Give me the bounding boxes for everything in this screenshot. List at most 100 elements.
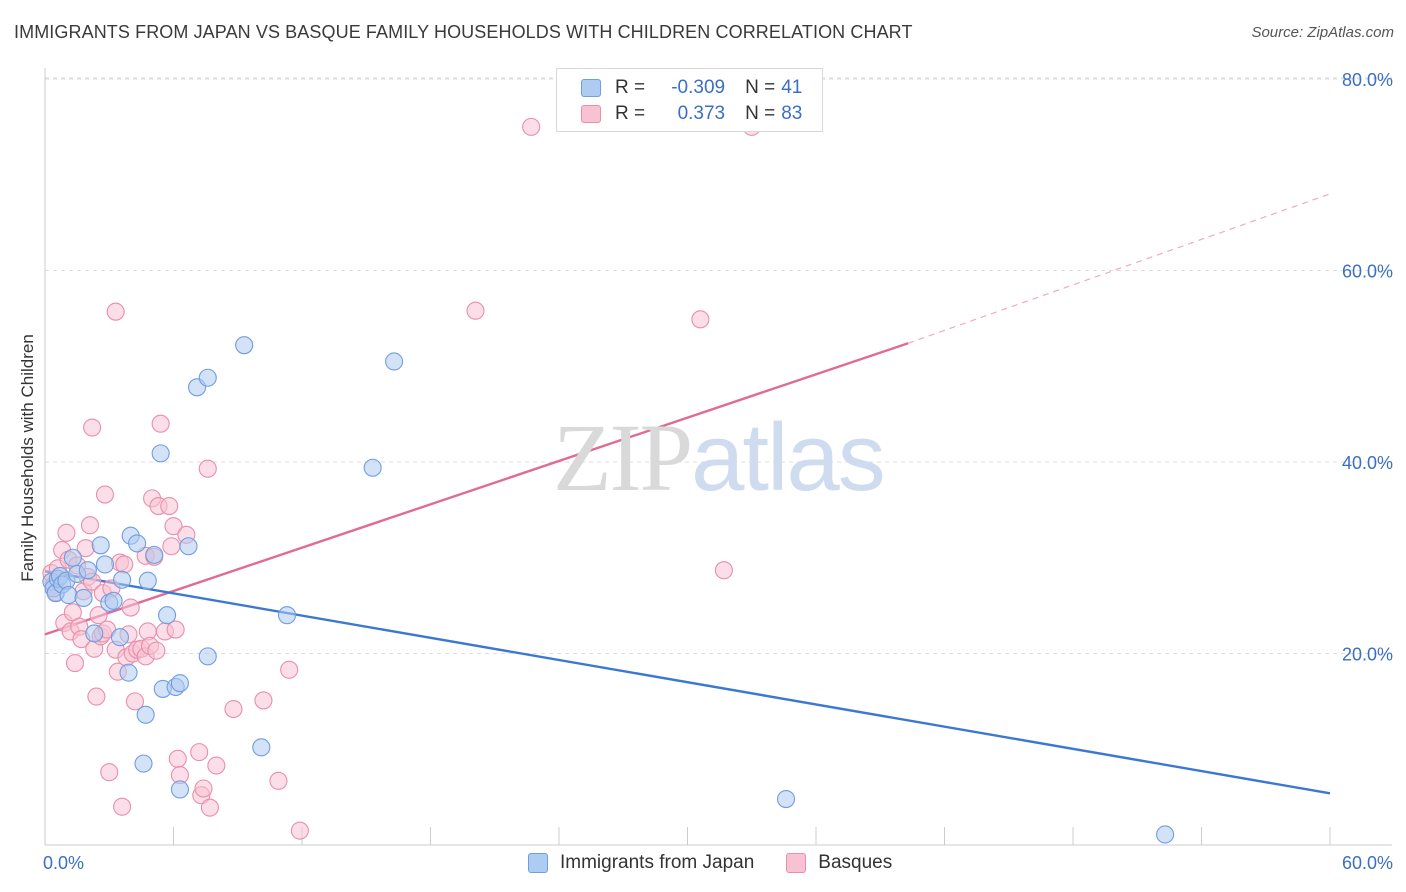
basques-point xyxy=(100,763,119,782)
basques-point xyxy=(194,779,213,798)
japan-point xyxy=(179,537,198,556)
basques-point xyxy=(714,561,733,580)
japan-point xyxy=(198,368,217,387)
x-tick-label: 60.0% xyxy=(1342,853,1393,873)
japan-point xyxy=(385,352,404,371)
basques-point xyxy=(121,598,140,617)
japan-point xyxy=(363,458,382,477)
japan-point xyxy=(776,789,796,809)
japan-point xyxy=(59,586,78,605)
basques-point xyxy=(691,310,710,329)
source-credit: Source: ZipAtlas.com xyxy=(1251,24,1394,41)
japan-point xyxy=(113,570,132,589)
japan-point xyxy=(95,555,115,574)
basques-point xyxy=(200,798,219,817)
japan-point xyxy=(158,606,177,625)
y-tick-label: 60.0% xyxy=(1342,262,1393,282)
basques-point xyxy=(166,620,185,639)
basques-point xyxy=(466,301,485,320)
japan-point xyxy=(252,738,271,757)
basques-point xyxy=(224,699,243,719)
r-value: -0.309 xyxy=(671,77,726,98)
basques-trend-extension xyxy=(907,193,1331,344)
japan-points xyxy=(42,336,1175,844)
basques-trend-line xyxy=(44,342,909,636)
trend-lines xyxy=(44,193,1331,795)
r-value: 0.373 xyxy=(677,103,726,124)
n-label: N = xyxy=(745,77,776,98)
japan-point xyxy=(1156,825,1175,844)
x-tick-label: 0.0% xyxy=(43,853,84,873)
basques-point xyxy=(113,797,132,816)
r-label: R = xyxy=(615,77,646,98)
basques-point xyxy=(87,687,106,706)
tick-labels: 20.0% 40.0% 60.0% 80.0% 0.0% 60.0% xyxy=(43,70,1393,873)
y-tick-label: 40.0% xyxy=(1342,453,1393,473)
axes xyxy=(44,68,1392,846)
basques-point xyxy=(147,641,166,660)
japan-point xyxy=(85,624,104,643)
legend-item-basques[interactable]: Basques xyxy=(786,852,892,874)
basques-point xyxy=(254,691,273,710)
basques-point xyxy=(89,606,108,625)
chart-title: IMMIGRANTS FROM JAPAN VS BASQUE FAMILY H… xyxy=(14,22,913,42)
stats-legend: R = -0.309 N = 41 R = 0.373 N = 83 xyxy=(556,68,823,132)
japan-point xyxy=(277,606,297,625)
japan-point xyxy=(119,663,138,682)
legend-item-japan[interactable]: Immigrants from Japan xyxy=(528,852,754,874)
watermark-zip: ZIP xyxy=(553,404,693,511)
japan-point xyxy=(78,561,97,580)
y-tick-label: 20.0% xyxy=(1342,645,1393,665)
r-label: R = xyxy=(615,103,646,124)
basques-point xyxy=(280,660,299,679)
basques-point xyxy=(269,771,288,790)
japan-point xyxy=(136,705,155,724)
japan-point xyxy=(91,536,110,555)
basques-point xyxy=(190,743,209,762)
basques-legend-icon xyxy=(786,853,807,873)
japan-point xyxy=(128,534,147,553)
basques-point xyxy=(57,523,76,542)
basques-point xyxy=(290,821,309,840)
basques-point xyxy=(95,485,115,504)
japan-point xyxy=(145,545,164,564)
basques-point xyxy=(160,496,179,516)
n-value: 41 xyxy=(781,77,803,98)
japan-point xyxy=(170,674,189,693)
basques-point xyxy=(80,516,100,535)
japan-legend-icon xyxy=(528,853,548,873)
basques-point xyxy=(168,749,187,768)
japan-point xyxy=(170,780,189,799)
legend-row-japan: R = -0.309 N = 41 xyxy=(581,75,802,101)
japan-point xyxy=(134,754,153,773)
watermark-atlas: atlas xyxy=(691,404,886,511)
legend-label-basques: Basques xyxy=(818,852,893,873)
n-label: N = xyxy=(745,103,776,124)
japan-point xyxy=(104,591,123,610)
basques-point xyxy=(115,555,134,574)
japan-point xyxy=(110,628,130,647)
basques-point xyxy=(522,117,541,136)
series-legend: Immigrants from Japan Basques xyxy=(528,852,924,874)
japan-point xyxy=(151,444,170,463)
japan-point xyxy=(198,647,217,666)
y-tick-label: 80.0% xyxy=(1342,70,1393,90)
japan-point xyxy=(235,336,254,355)
basques-point xyxy=(198,459,217,478)
basques-swatch-icon xyxy=(581,105,601,123)
legend-label-japan: Immigrants from Japan xyxy=(560,852,755,873)
basques-point xyxy=(65,654,85,673)
japan-point xyxy=(138,571,157,590)
basques-point xyxy=(162,537,181,556)
watermark: ZIPatlas xyxy=(553,402,886,513)
japan-point xyxy=(74,588,93,608)
basques-point xyxy=(106,302,125,321)
basques-point xyxy=(164,517,183,536)
y-axis-label: Family Households with Children xyxy=(18,334,37,582)
basques-point xyxy=(207,756,226,775)
basques-point xyxy=(83,418,102,437)
basques-point xyxy=(151,414,170,433)
basques-point xyxy=(125,692,144,711)
japan-point xyxy=(63,548,82,567)
